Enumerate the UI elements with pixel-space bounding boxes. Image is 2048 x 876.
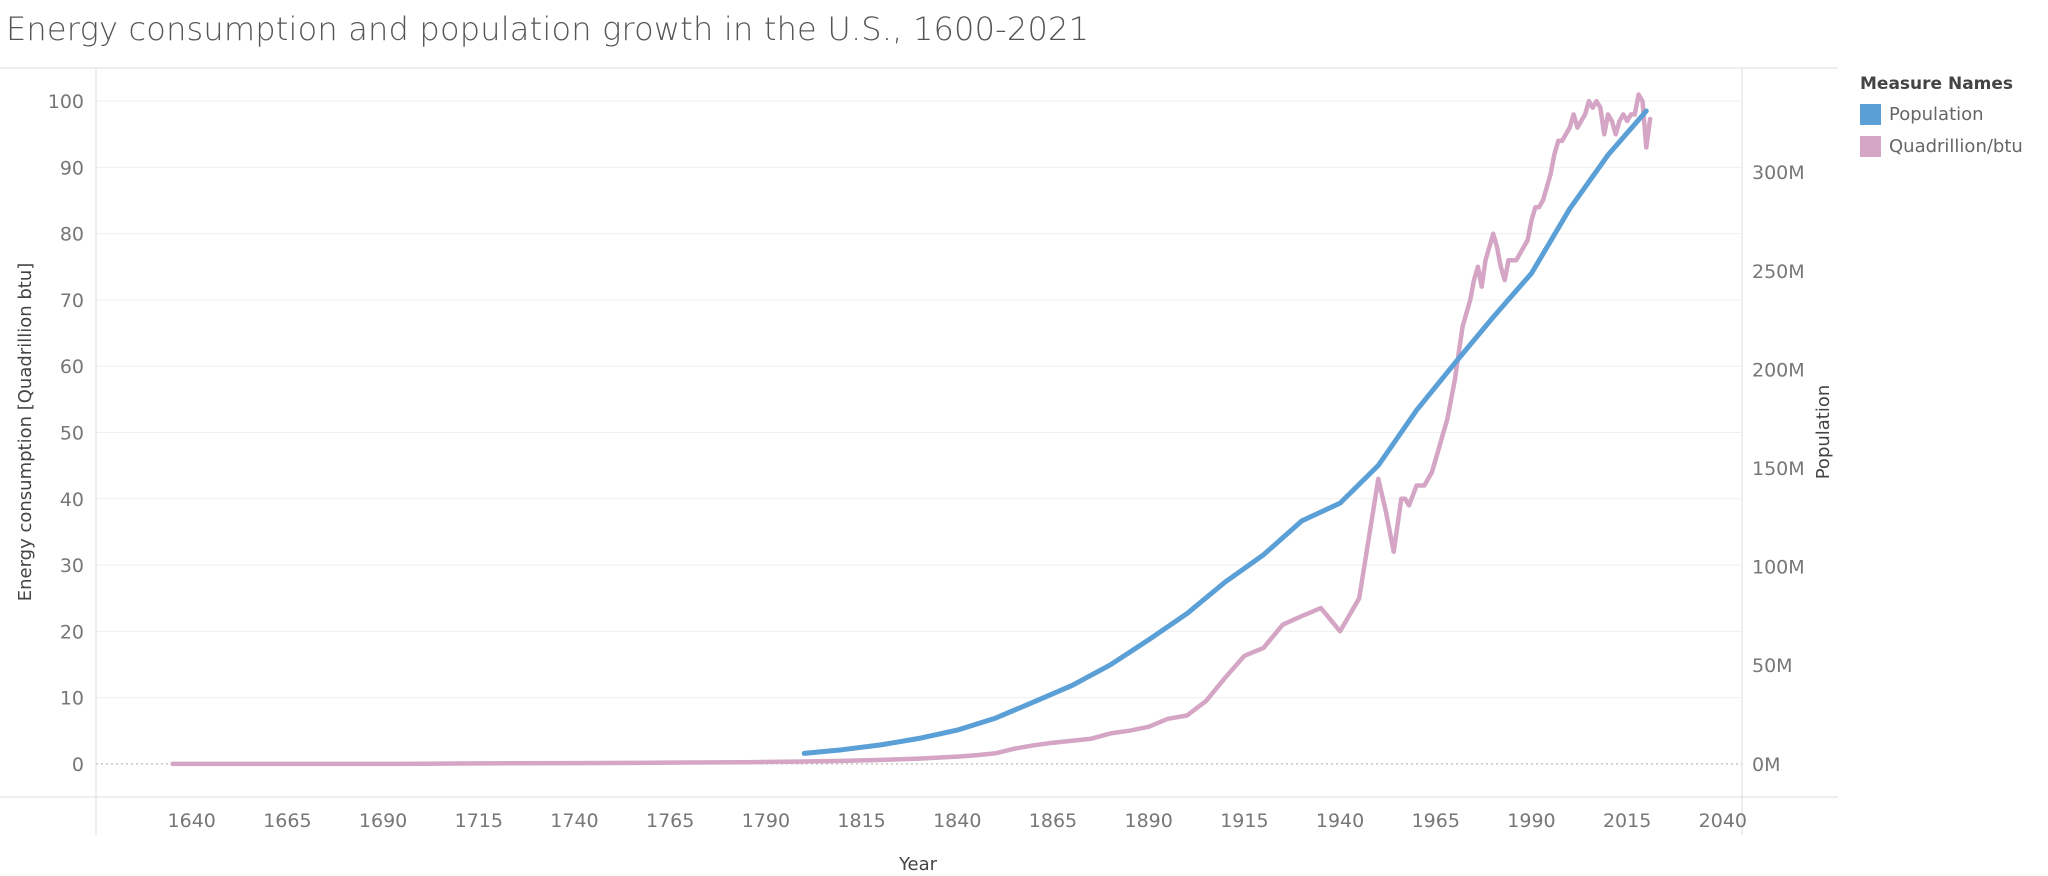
- y-right-tick-label: 100M: [1752, 557, 1805, 579]
- series-lines: [170, 92, 1653, 767]
- x-axis-label: Year: [898, 854, 938, 875]
- right-axis-ticks: 0M 50M 100M 150M 200M 250M 300M: [1752, 162, 1805, 776]
- legend: Measure Names Population Quadrillion/btu: [1860, 74, 2023, 162]
- y-left-tick-label: 20: [60, 621, 84, 643]
- y-left-tick-label: 40: [60, 489, 84, 511]
- y-left-tick-label: 30: [60, 555, 84, 577]
- left-axis-ticks: 0 10 20 30 40 50 60 70 80 90 100: [48, 91, 84, 776]
- y-right-tick-label: 0M: [1752, 754, 1780, 776]
- x-tick-label: 1890: [1124, 810, 1172, 832]
- gridlines: [96, 100, 1742, 765]
- plot-frame: [0, 67, 1838, 835]
- x-tick-label: 1840: [933, 810, 981, 832]
- x-tick-label: 1740: [550, 810, 598, 832]
- y-axis-left-label: Energy consumption [Quadrillion btu]: [15, 263, 36, 602]
- y-left-tick-label: 70: [60, 290, 84, 312]
- x-tick-label: 1965: [1412, 810, 1460, 832]
- y-left-tick-label: 100: [48, 91, 84, 113]
- x-tick-label: 1940: [1316, 810, 1364, 832]
- y-left-tick-label: 60: [60, 356, 84, 378]
- legend-title: Measure Names: [1860, 74, 2014, 94]
- y-right-tick-label: 250M: [1752, 261, 1805, 283]
- legend-swatch-population: [1860, 103, 1881, 125]
- x-tick-label: 2040: [1699, 810, 1747, 832]
- x-tick-label: 1690: [359, 810, 407, 832]
- x-tick-label: 1715: [455, 810, 503, 832]
- x-tick-label: 1790: [742, 810, 790, 832]
- legend-item-quadrillion-btu[interactable]: Quadrillion/btu: [1860, 130, 2023, 162]
- series-line-quadrillion-btu: [170, 92, 1653, 767]
- x-tick-label: 1640: [168, 810, 216, 832]
- y-axis-right-label: Population: [1813, 385, 1834, 480]
- y-right-tick-label: 300M: [1752, 162, 1805, 184]
- y-right-tick-label: 200M: [1752, 359, 1805, 381]
- x-tick-label: 1665: [263, 810, 311, 832]
- x-tick-label: 1915: [1220, 810, 1268, 832]
- y-left-tick-label: 0: [72, 754, 84, 776]
- legend-label-quadrillion-btu: Quadrillion/btu: [1889, 135, 2023, 157]
- y-right-tick-label: 50M: [1752, 655, 1793, 677]
- y-left-tick-label: 10: [60, 688, 84, 710]
- x-tick-label: 1815: [837, 810, 885, 832]
- chart-title: Energy consumption and population growth…: [6, 10, 1090, 48]
- y-left-tick-label: 80: [60, 224, 84, 246]
- x-tick-label: 1865: [1029, 810, 1077, 832]
- y-left-tick-label: 50: [60, 423, 84, 445]
- legend-swatch-quadrillion-btu: [1860, 135, 1881, 157]
- y-left-tick-label: 90: [60, 157, 84, 179]
- x-tick-label: 1765: [646, 810, 694, 832]
- x-tick-label: 2015: [1603, 810, 1651, 832]
- legend-item-population[interactable]: Population: [1860, 98, 2023, 130]
- x-axis-ticks: 1640 1665 1690 1715 1740 1765 1790 1815 1840 1865…: [168, 810, 1748, 832]
- series-line-population: [801, 108, 1649, 756]
- y-right-tick-label: 150M: [1752, 458, 1805, 480]
- legend-label-population: Population: [1889, 103, 1984, 125]
- x-tick-label: 1990: [1507, 810, 1555, 832]
